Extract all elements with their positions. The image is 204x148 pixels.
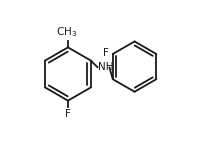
Text: F: F	[103, 48, 109, 58]
Text: CH$_3$: CH$_3$	[56, 25, 77, 39]
Text: F: F	[65, 109, 71, 119]
Text: NH: NH	[98, 62, 114, 72]
